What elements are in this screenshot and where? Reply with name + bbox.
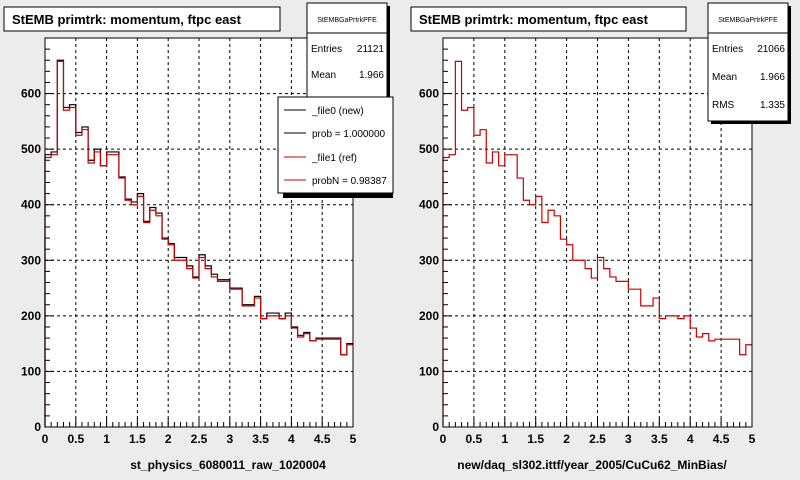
right-xtick-label: 3 (625, 432, 632, 446)
right-ytick-label: 200 (419, 309, 439, 323)
legend-box (277, 96, 394, 194)
left-series-file1 (44, 60, 353, 427)
right-panel: 0 0.5 1 1.5 2 2.5 3 3.5 4 4.5 5 0 100 200 300 400 500 600… (410, 2, 791, 472)
left-panel: 0 0.5 1 1.5 2 2.5 3 3.5 4 4.5 5 0 100 200 300 400 500 600… (3, 2, 394, 472)
right-series (442, 60, 752, 427)
left-series-file0 (44, 59, 353, 427)
left-xtick-label: 0.5 (67, 432, 84, 446)
left-xtick-label: 4 (288, 432, 295, 446)
left-title-box (3, 6, 281, 32)
left-ytick-label: 300 (21, 253, 41, 267)
left-series (44, 59, 353, 427)
left-xtick-label: 3 (226, 432, 233, 446)
left-xtick-label: 2 (165, 432, 172, 446)
right-stats-value-mean: 1.966 (760, 72, 785, 83)
right-grid (443, 38, 752, 427)
right-xtick-label: 5 (749, 432, 756, 446)
right-xtick-label: 4.5 (713, 432, 730, 446)
right-ytick-label: 300 (419, 253, 439, 267)
right-title-box (410, 6, 687, 32)
right-xtick-label: 0.5 (466, 432, 483, 446)
right-stats-label-rms: RMS (712, 100, 735, 111)
legend-label-probN: probN = 0.98387 (312, 176, 387, 187)
right-xtick-label: 2.5 (589, 432, 606, 446)
right-axis-ticks: 0 0.5 1 1.5 2 2.5 3 3.5 4 4.5 5 0 100 200 300 400 500 600 (419, 48, 756, 446)
left-stats-label-mean: Mean (311, 70, 336, 81)
legend-label-prob: prob = 1.000000 (312, 129, 386, 140)
left-xtick-label: 1 (103, 432, 110, 446)
right-title: StEMB primtrk: momentum, ftpc east (419, 12, 649, 27)
right-ytick-label: 0 (432, 420, 439, 434)
right-xlabel: new/daq_sl302.ittf/year_2005/CuCu62_MinB… (457, 458, 727, 472)
legend-label-file0: _file0 (new) (311, 106, 364, 117)
left-xtick-label: 2.5 (191, 432, 208, 446)
left-xlabel: st_physics_6080011_raw_1020004 (130, 458, 326, 472)
left-stats-value-entries: 21121 (357, 44, 385, 55)
right-ytick-label: 100 (419, 364, 439, 378)
left-ytick-label: 600 (21, 87, 41, 101)
left-axis-ticks: 0 0.5 1 1.5 2 2.5 3 3.5 4 4.5 5 0 100 200 300 400 500 600 (21, 48, 357, 446)
right-ytick-label: 600 (419, 87, 439, 101)
legend-label-file1: _file1 (ref) (311, 153, 357, 164)
left-stats-box (306, 2, 388, 102)
right-xtick-label: 0 (440, 432, 447, 446)
right-xtick-label: 1 (501, 432, 508, 446)
left-ytick-label: 100 (21, 364, 41, 378)
left-grid (45, 38, 353, 427)
left-xtick-label: 1.5 (129, 432, 146, 446)
right-xtick-label: 2 (563, 432, 570, 446)
left-ytick-label: 200 (21, 309, 41, 323)
right-xtick-label: 4 (687, 432, 694, 446)
left-ytick-label: 400 (21, 198, 41, 212)
right-series-file1 (442, 60, 752, 427)
left-xtick-label: 4.5 (314, 432, 331, 446)
left-xtick-label: 0 (42, 432, 49, 446)
left-xtick-label: 5 (350, 432, 357, 446)
right-ytick-label: 400 (419, 198, 439, 212)
left-stats-label-entries: Entries (311, 44, 342, 55)
left-ytick-label: 500 (21, 142, 41, 156)
left-title: StEMB primtrk: momentum, ftpc east (12, 12, 242, 27)
right-xtick-label: 1.5 (527, 432, 544, 446)
right-stats-name: StEMBGaPrtrkPFE (718, 17, 778, 24)
right-stats-value-rms: 1.335 (760, 100, 785, 111)
left-xtick-label: 3.5 (252, 432, 269, 446)
right-stats-value-entries: 21066 (757, 44, 785, 55)
left-stats-name: StEMBGaPrtrkPFE (317, 17, 377, 24)
right-xtick-label: 3.5 (651, 432, 668, 446)
right-stats-box (707, 2, 789, 122)
right-stats-label-entries: Entries (712, 44, 743, 55)
left-stats-value-mean: 1.966 (359, 70, 384, 81)
right-stats-label-mean: Mean (712, 72, 737, 83)
right-ytick-label: 500 (419, 142, 439, 156)
left-ytick-label: 0 (34, 420, 41, 434)
